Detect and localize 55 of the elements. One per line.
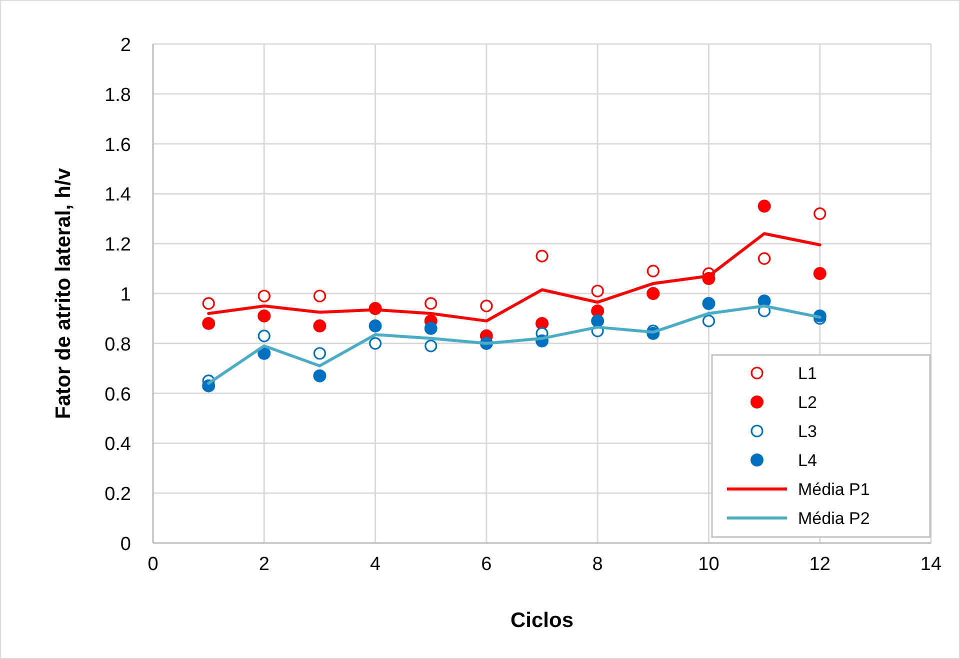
- point: [702, 314, 716, 328]
- point: [758, 200, 771, 213]
- legend-label: L1: [798, 364, 817, 383]
- y-tick-label: 1.2: [104, 234, 131, 256]
- point: [424, 322, 438, 335]
- y-tick-label: 0.2: [104, 484, 131, 506]
- x-tick-label: 2: [258, 554, 270, 575]
- point: [202, 297, 215, 310]
- point: [368, 337, 382, 350]
- point: [424, 340, 438, 352]
- y-tick-label: 1: [120, 284, 131, 306]
- x-tick-label: 12: [809, 554, 830, 575]
- legend-label: L3: [798, 422, 817, 441]
- point: [258, 330, 270, 342]
- y-tick-label: 0.8: [104, 334, 131, 356]
- point: [536, 250, 548, 262]
- point: [424, 297, 438, 310]
- y-tick-label: 1.6: [104, 134, 131, 156]
- x-tick-label: 10: [698, 554, 720, 575]
- point: [814, 207, 826, 220]
- point: [591, 284, 604, 298]
- y-tick-label: 2: [120, 35, 131, 56]
- point: [258, 309, 271, 322]
- point: [313, 347, 326, 360]
- point: [591, 314, 604, 328]
- x-tick-label: 0: [148, 554, 158, 575]
- y-tick-label: 1.4: [104, 184, 132, 206]
- point: [702, 296, 716, 310]
- legend-label: L4: [798, 451, 817, 470]
- point: [646, 287, 660, 300]
- y-tick-label: 0: [120, 534, 131, 555]
- y-axis-title: Fator de atrito lateral, h/v: [52, 168, 75, 419]
- point: [202, 316, 216, 330]
- point: [258, 290, 270, 302]
- legend-label: Média P1: [798, 480, 870, 499]
- x-tick-label: 8: [592, 554, 603, 575]
- y-tick-label: 0.4: [104, 434, 132, 456]
- point: [813, 267, 826, 280]
- point: [313, 369, 326, 382]
- y-tick-label: 1.8: [104, 84, 131, 106]
- point: [368, 319, 382, 332]
- legend-label: L2: [798, 393, 817, 412]
- x-tick-label: 6: [481, 554, 492, 575]
- line-series: [207, 232, 822, 322]
- y-tick-label: 0.6: [104, 384, 131, 406]
- point: [258, 346, 271, 360]
- point: [758, 252, 771, 265]
- point: [646, 264, 660, 278]
- point: [313, 290, 326, 302]
- x-axis-title: Ciclos: [510, 609, 574, 632]
- point: [480, 300, 493, 312]
- x-tick-label: 14: [920, 554, 942, 575]
- x-tick-label: 4: [370, 554, 381, 575]
- point: [313, 319, 326, 332]
- legend-label: Média P2: [798, 509, 870, 528]
